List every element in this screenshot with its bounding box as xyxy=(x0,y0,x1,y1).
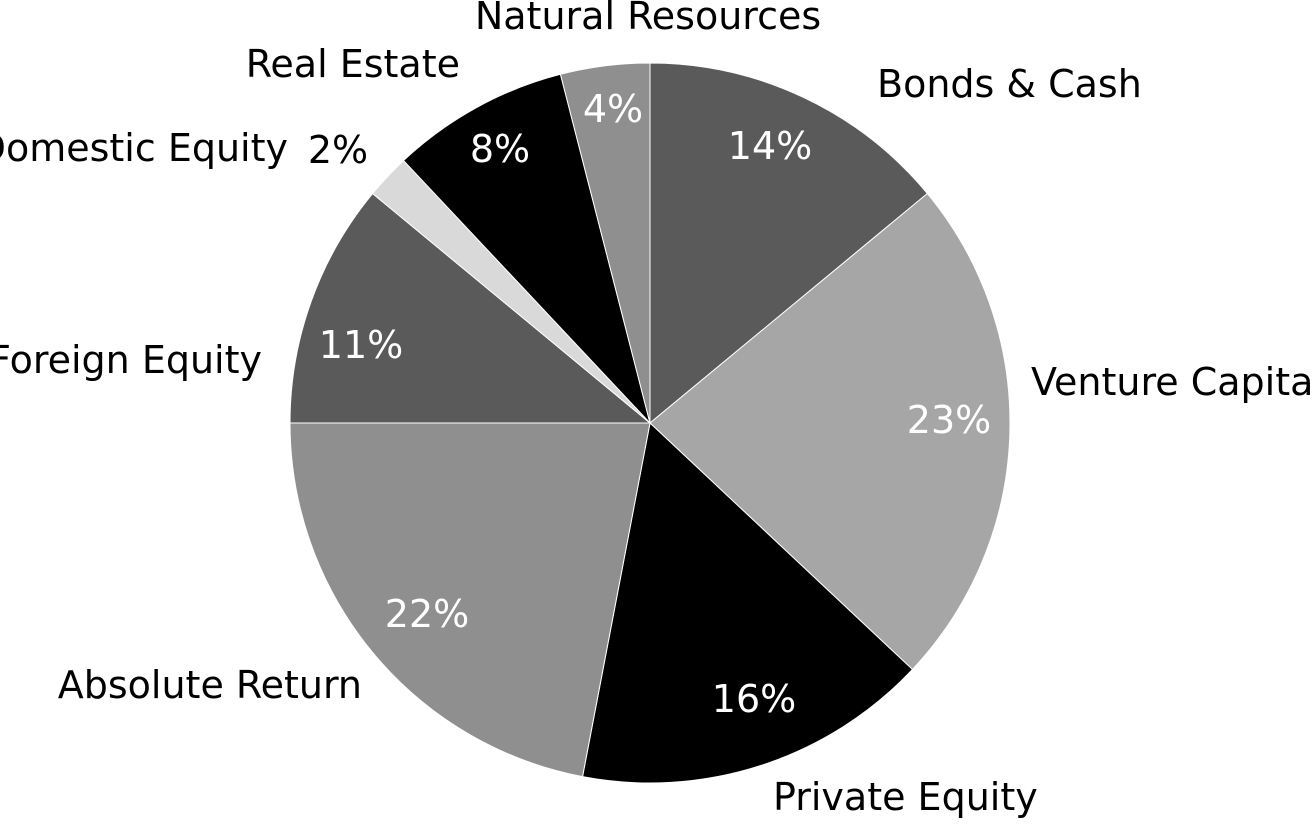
slice-label-venture-capital: Venture Capital xyxy=(1031,360,1316,404)
pie-slice-foreign-equity xyxy=(289,192,652,424)
slice-label-absolute-return: Absolute Return xyxy=(58,663,362,707)
slice-value-natural-resources: 4% xyxy=(583,87,643,131)
slice-label-real-estate: Real Estate xyxy=(246,42,460,86)
slice-value-absolute-return: 22% xyxy=(385,592,469,636)
pie-slice-private-equity xyxy=(581,422,914,784)
slice-label-foreign-equity: Foreign Equity xyxy=(0,338,262,382)
slice-label-natural-resources: Natural Resources xyxy=(475,0,821,38)
pie-slice-natural-resources xyxy=(559,62,651,424)
pie-slice-absolute-return xyxy=(289,422,651,778)
slice-label-private-equity: Private Equity xyxy=(773,775,1038,819)
slice-label-domestic-equity: Domestic Equity xyxy=(0,126,288,170)
slice-value-domestic-equity: 2% xyxy=(308,128,368,172)
pie-slices xyxy=(289,62,1011,784)
slice-value-bonds-cash: 14% xyxy=(728,124,812,168)
pie-slice-venture-capital xyxy=(649,192,1011,671)
slice-value-foreign-equity: 11% xyxy=(319,323,403,367)
slice-value-venture-capital: 23% xyxy=(907,398,991,442)
pie-slice-bonds-cash xyxy=(649,62,929,425)
slice-label-bonds-cash: Bonds & Cash xyxy=(877,62,1142,106)
slice-value-real-estate: 8% xyxy=(470,127,530,171)
pie-slice-real-estate xyxy=(402,73,651,424)
slice-value-private-equity: 16% xyxy=(712,677,796,721)
